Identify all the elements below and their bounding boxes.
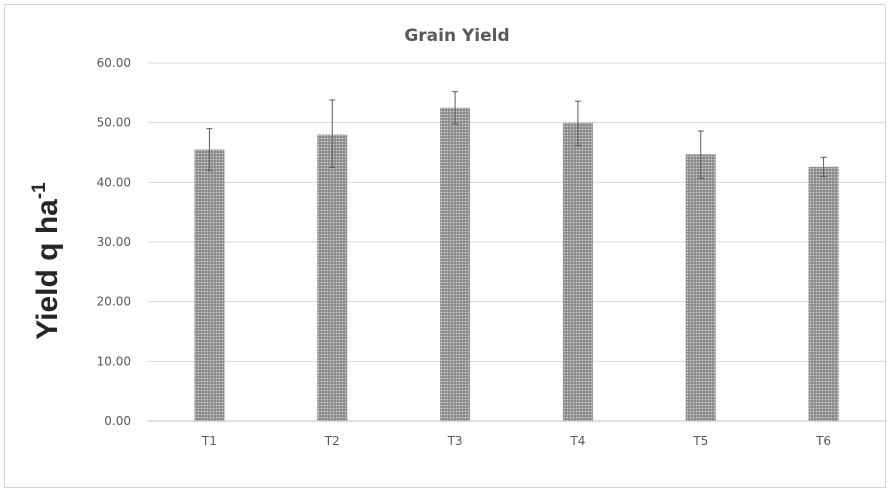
y-axis-label: Yield q ha-1 (29, 182, 64, 340)
gridlines (148, 62, 885, 422)
chart-frame: Grain Yield 0.00 10.00 20.00 30.00 40.00 50.0… (4, 4, 886, 488)
x-tick-label: T4 (569, 434, 585, 448)
x-tick-label: T5 (692, 434, 708, 448)
bar-t4 (562, 122, 593, 422)
x-tick-label: T3 (447, 434, 463, 448)
y-tick-label: 50.00 (97, 116, 131, 130)
bar-t6 (808, 166, 839, 421)
y-tick-label: 30.00 (97, 235, 131, 249)
bar-t3 (440, 107, 471, 421)
y-axis-label-superscript: -1 (29, 182, 50, 199)
x-tick-label: T2 (324, 434, 340, 448)
x-axis-ticks: T1 T2 T3 T4 T5 T6 (201, 434, 831, 448)
chart-title: Grain Yield (404, 26, 509, 46)
y-tick-label: 10.00 (97, 354, 131, 368)
y-tick-label: 60.00 (97, 56, 131, 70)
y-axis-label-text: Yield q ha (31, 199, 64, 340)
grain-yield-chart: Grain Yield 0.00 10.00 20.00 30.00 40.00 50.0… (29, 26, 885, 448)
bars (194, 91, 839, 422)
bar-t2 (317, 134, 348, 421)
y-tick-label: 20.00 (97, 295, 131, 309)
y-tick-label: 40.00 (97, 175, 131, 189)
x-tick-label: T6 (815, 434, 831, 448)
y-axis-ticks: 0.00 10.00 20.00 30.00 40.00 50.00 60.00 (97, 56, 131, 428)
bar-t5 (685, 154, 716, 422)
y-tick-label: 0.00 (104, 414, 131, 428)
x-tick-label: T1 (201, 434, 217, 448)
bar-t1 (194, 149, 225, 421)
